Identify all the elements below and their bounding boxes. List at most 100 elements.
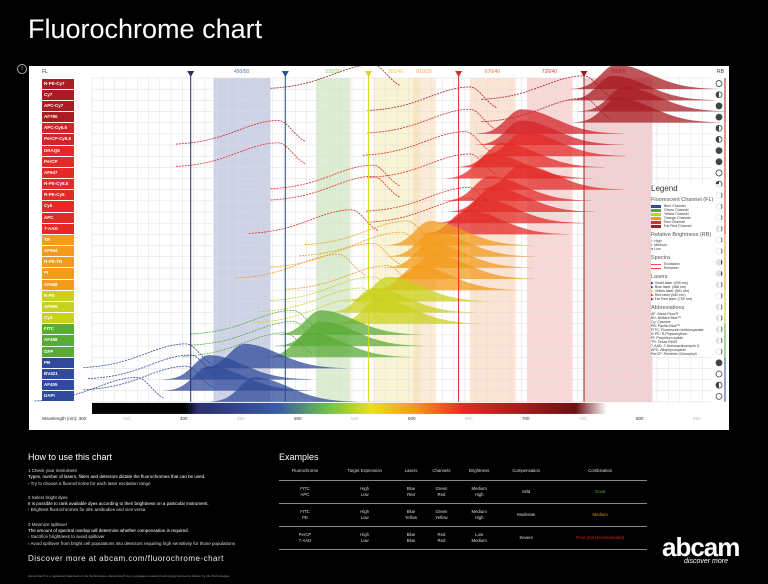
brightness-low-icon	[715, 113, 723, 121]
fluorochrome-label[interactable]: R-PE	[42, 290, 74, 301]
wavelength-tick: 850	[693, 416, 701, 421]
excitation-GFP	[182, 332, 313, 357]
examples-header: Target Expression	[330, 466, 399, 481]
brightness-low-icon	[715, 147, 723, 155]
fluorochrome-label[interactable]: APC-Cy5.5	[42, 123, 74, 134]
fluorochrome-label[interactable]: Cy3	[42, 313, 74, 324]
howto-step: 3 Minimize spillover The amount of spectr…	[28, 521, 236, 546]
legend-excitation: Excitation	[664, 262, 680, 266]
fluorochrome-label[interactable]: 7-AAD	[42, 223, 74, 234]
filter-label: 530/30	[325, 69, 341, 75]
legend-channel: Green Channel	[651, 208, 721, 212]
fl-header: FL	[42, 69, 48, 75]
footnote: Alexa Fluor® is a registered trademark o…	[28, 574, 230, 578]
fluorochrome-label[interactable]: R-PE-Cy5.5	[42, 179, 74, 190]
fluorochrome-label[interactable]: GFP	[42, 346, 74, 357]
fluorochrome-label[interactable]: BV421	[42, 368, 74, 380]
info-icon[interactable]: i	[17, 64, 27, 74]
wavelength-tick: 400	[180, 416, 188, 421]
fluorochrome-label[interactable]: PI	[42, 268, 74, 279]
emission-Cy3	[333, 299, 482, 324]
fluorochrome-label[interactable]: Cy5	[42, 201, 74, 212]
legend-rb-title: Relative Brightness (RB)	[651, 232, 712, 238]
excitation-APC	[367, 198, 498, 223]
excitation-7-AAD	[248, 209, 380, 234]
fluorochrome-label[interactable]: R-PE-Cy7	[42, 78, 74, 89]
legend-laser: ▶ Violet laser (405 nm)	[651, 281, 688, 285]
excitation-R-PE	[270, 276, 401, 301]
fluorochrome-label[interactable]: AF647	[42, 167, 74, 179]
excitation-AF780	[481, 97, 612, 123]
brightness-low-icon	[715, 359, 723, 367]
fluorochrome-label[interactable]: PerCP	[42, 156, 74, 167]
abcam-logo: abcam	[662, 532, 740, 562]
filter-label: 450/50	[234, 69, 250, 75]
fluorochrome-label[interactable]: AF780	[42, 112, 74, 123]
laser-marker-icon	[281, 71, 289, 77]
legend-laser: ▶ Blue laser (488 nm)	[651, 285, 687, 289]
legend-laser: ▶ Red laser (640 nm)	[651, 293, 686, 297]
excitation-TR	[304, 220, 435, 246]
brightness-half-icon	[716, 136, 719, 143]
excitation-PI	[236, 254, 367, 279]
howto-step: 1 Check your instrument Types, number of …	[28, 468, 206, 486]
brightness-high-icon	[715, 392, 723, 400]
excitation-Cy5	[366, 187, 497, 212]
emission-AF405	[163, 366, 312, 391]
fluorochrome-label[interactable]: PB	[42, 357, 74, 368]
examples-header: Compensation	[499, 466, 554, 481]
fluorochrome-label[interactable]: AF488	[42, 335, 74, 346]
examples-header: Lasers	[398, 466, 424, 481]
legend-channel: Blue Channel	[651, 204, 721, 208]
excitation-APC-Cy7	[367, 86, 498, 112]
excitation-R-PE-Cy5.5	[270, 164, 401, 190]
examples-title: Examples	[279, 452, 319, 462]
wavelength-tick: Wavelength (nm): 300	[42, 416, 87, 421]
excitation-R-PE-TR	[270, 242, 401, 268]
fluorochrome-label[interactable]: APC	[42, 212, 74, 223]
fluorochrome-label[interactable]: APC-Cy7	[42, 100, 74, 112]
excitation-AF568	[285, 265, 416, 290]
legend: Legend Fluorescent Channel (FL) Blue Cha…	[651, 184, 721, 356]
howto-step: 2 Select bright dyes It is possible to ra…	[28, 494, 209, 513]
fluorochrome-label[interactable]: DAPI	[42, 391, 74, 402]
excitation-PerCP	[175, 142, 307, 167]
excitation-Cy3	[253, 298, 384, 324]
legend-channel: Far Red Channel	[651, 224, 721, 228]
abcam-tagline: discover more	[684, 558, 728, 565]
legend-channel: Orange Channel	[651, 216, 721, 220]
fluorochrome-label[interactable]: Cy7	[42, 89, 74, 100]
table-row: FITC APC High Low Blue Red Green Red Medium High M…	[279, 480, 647, 504]
fluorochrome-label[interactable]: AF594	[42, 246, 74, 257]
fluorochrome-chart: FL RB 450/50 530/30 585/40 610/20 670/40 720/…	[29, 66, 729, 430]
table-row: FITC PE High Low Blue Yellow Green Yellow Medium…	[279, 503, 647, 527]
wavelength-tick: 750	[579, 416, 587, 421]
excitation-BV421	[88, 354, 219, 380]
fluorochrome-label[interactable]: TR	[42, 234, 74, 246]
legend-rb-low: ● Low	[651, 247, 661, 251]
legend-channel: Yellow Channel	[651, 212, 721, 216]
fluorochrome-label[interactable]: R-PE-Cy5	[42, 190, 74, 201]
legend-abbreviation: R-PE: R-Phycoerythrin	[651, 332, 688, 336]
excitation-AF647	[367, 153, 498, 179]
fluorochrome-label[interactable]: DRAQ5	[42, 145, 74, 156]
discover-link[interactable]: Discover more at abcam.com/fluorochrome-…	[28, 554, 224, 563]
fluorochrome-label[interactable]: FITC	[42, 324, 74, 335]
fluorochrome-label[interactable]: AF405	[42, 380, 74, 391]
laser-marker-icon	[365, 71, 373, 77]
laser-marker-icon	[187, 71, 195, 77]
howto-title: How to use this chart	[28, 452, 113, 462]
fluorochrome-label[interactable]: PerCP-Cy5.5	[42, 134, 74, 145]
legend-abbreviation: PerCP: Peridinin Chlorophyll	[651, 352, 697, 356]
excitation-AF555	[259, 287, 390, 313]
laser-marker-icon	[455, 71, 463, 77]
brightness-high-icon	[715, 370, 723, 378]
legend-spectra-title: Spectra	[651, 255, 670, 261]
fluorochrome-label[interactable]: AF555	[42, 301, 74, 313]
legend-abbreviation: TR: Texas Red®	[651, 340, 678, 344]
wavelength-tick: 650	[465, 416, 473, 421]
excitation-APC-Cy5.5	[367, 108, 498, 134]
fluorochrome-label[interactable]: AF568	[42, 279, 74, 290]
fluorochrome-label[interactable]: R-PE-TR	[42, 257, 74, 268]
emission-GFP	[263, 332, 412, 358]
